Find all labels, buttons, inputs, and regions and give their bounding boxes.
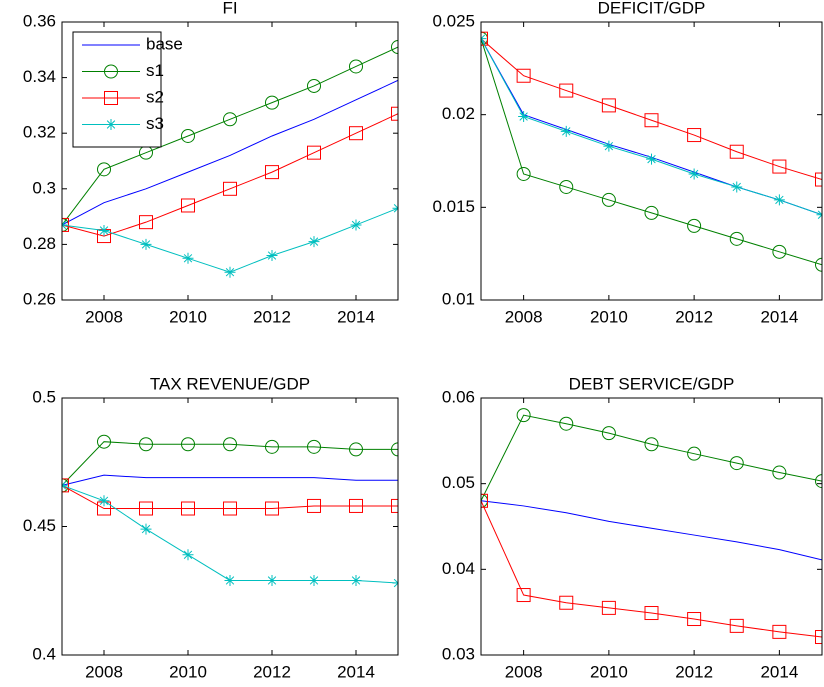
y-tick-label: 0.34 — [23, 67, 56, 86]
legend-label: s2 — [146, 87, 164, 106]
y-tick-label: 0.02 — [442, 104, 475, 123]
series-line — [481, 501, 822, 637]
series-line — [62, 485, 398, 508]
x-tick-label: 2012 — [253, 307, 291, 326]
axes-box — [62, 398, 398, 655]
marker-star — [518, 111, 529, 122]
subplot: DEFICIT/GDP 0.01 0.015 0.02 0.025 2008 2010 201… — [432, 0, 824, 326]
x-tick-label: 2014 — [760, 307, 798, 326]
chart-title: FI — [222, 0, 237, 17]
plot-area — [475, 409, 824, 644]
series-line — [481, 39, 822, 265]
x-tick-label: 2008 — [505, 662, 543, 681]
marker-star — [99, 225, 110, 236]
y-tick-label: 0.06 — [442, 387, 475, 406]
y-tick-label: 0.32 — [23, 123, 56, 142]
series-line — [62, 442, 398, 486]
subplot: DEBT SERVICE/GDP 0.03 0.04 0.05 0.06 2008 2010… — [442, 374, 824, 681]
legend-label: s1 — [146, 61, 164, 80]
y-tick-label: 0.26 — [23, 289, 56, 308]
legend: base s1 s2 s3 — [73, 32, 183, 147]
marker-star — [561, 126, 572, 137]
x-tick-label: 2010 — [169, 662, 207, 681]
x-tick-label: 2014 — [337, 307, 375, 326]
y-tick-label: 0.01 — [442, 289, 475, 308]
series-line — [481, 501, 822, 560]
x-tick-label: 2008 — [85, 307, 123, 326]
y-tick-label: 0.36 — [23, 11, 56, 30]
x-tick-label: 2008 — [85, 662, 123, 681]
marker-circle — [816, 258, 824, 271]
marker-square — [816, 173, 824, 186]
y-tick-label: 0.5 — [32, 387, 56, 406]
y-tick-label: 0.05 — [442, 473, 475, 492]
marker-star — [774, 194, 785, 205]
marker-star — [309, 575, 320, 586]
x-tick-label: 2014 — [760, 662, 798, 681]
legend-label: s3 — [146, 114, 164, 133]
marker-star — [603, 141, 614, 152]
y-tick-label: 0.015 — [432, 197, 475, 216]
marker-star — [141, 239, 152, 250]
series-line — [481, 415, 822, 501]
x-tick-label: 2014 — [337, 662, 375, 681]
x-tick-label: 2012 — [253, 662, 291, 681]
chart-title: DEFICIT/GDP — [598, 0, 706, 17]
y-tick-label: 0.3 — [32, 178, 56, 197]
y-tick-label: 0.28 — [23, 234, 56, 253]
y-tick-label: 0.03 — [442, 644, 475, 663]
legend-label: base — [146, 34, 183, 53]
marker-star — [141, 524, 152, 535]
x-tick-label: 2010 — [590, 307, 628, 326]
marker-star — [309, 236, 320, 247]
marker-star — [267, 250, 278, 261]
y-tick-label: 0.025 — [432, 11, 475, 30]
y-tick-label: 0.45 — [23, 516, 56, 535]
x-tick-label: 2010 — [169, 307, 207, 326]
marker-star — [225, 575, 236, 586]
subplot: FI 0.26 0.28 0.3 0.32 0.34 0.36 2008 2010 2012 201… — [23, 0, 405, 326]
y-tick-label: 0.04 — [442, 559, 475, 578]
marker-star — [817, 209, 824, 220]
marker-star — [183, 549, 194, 560]
marker-star — [351, 219, 362, 230]
plot-area — [475, 32, 824, 271]
series-line — [62, 208, 398, 272]
x-tick-label: 2010 — [590, 662, 628, 681]
marker-star — [731, 181, 742, 192]
marker-star — [646, 154, 657, 165]
marker-star — [689, 168, 700, 179]
x-tick-label: 2008 — [505, 307, 543, 326]
marker-star — [267, 575, 278, 586]
marker-star — [99, 495, 110, 506]
axes-box — [481, 398, 822, 655]
chart-title: TAX REVENUE/GDP — [150, 374, 310, 393]
marker-star — [351, 575, 362, 586]
series-line — [62, 475, 398, 485]
y-tick-label: 0.4 — [32, 644, 56, 663]
subplot: TAX REVENUE/GDP 0.4 0.45 0.5 2008 2010 2012 201… — [23, 374, 405, 681]
series-line — [62, 485, 398, 583]
marker-star — [183, 253, 194, 264]
chart-title: DEBT SERVICE/GDP — [569, 374, 735, 393]
plot-area — [56, 435, 405, 588]
marker-star — [225, 267, 236, 278]
x-tick-label: 2012 — [675, 307, 713, 326]
x-tick-label: 2012 — [675, 662, 713, 681]
